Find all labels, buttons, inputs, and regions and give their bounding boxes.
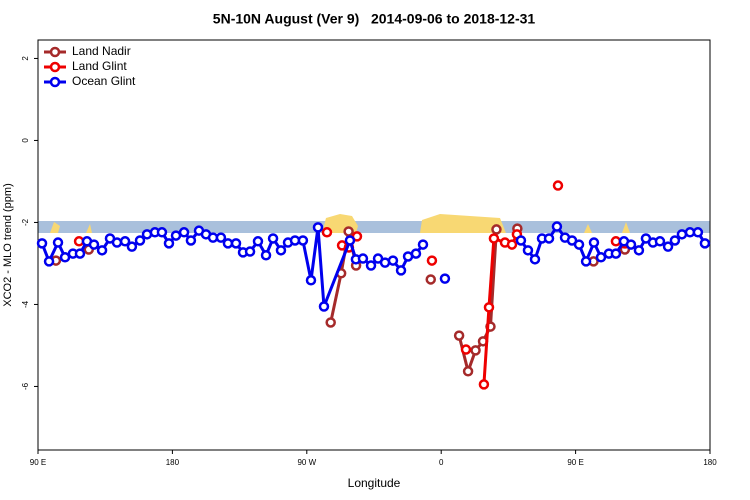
- legend-marker: [49, 61, 61, 73]
- point: [215, 232, 227, 243]
- x-tick-label: 180: [166, 458, 180, 467]
- y-tick-label: 0: [21, 138, 30, 143]
- legend-label: Land Nadir: [72, 44, 131, 58]
- point: [59, 252, 71, 263]
- y-tick-label: -4: [21, 300, 30, 308]
- point: [488, 233, 500, 244]
- point: [425, 274, 436, 285]
- point: [222, 238, 234, 249]
- point: [252, 236, 264, 247]
- point: [573, 239, 585, 250]
- point: [551, 221, 563, 232]
- point: [126, 241, 138, 252]
- x-tick-label: 90 E: [567, 458, 583, 467]
- point: [267, 233, 279, 244]
- y-tick-label: -2: [21, 218, 30, 226]
- point: [460, 344, 472, 355]
- point: [305, 275, 317, 286]
- point: [365, 260, 377, 271]
- chart-title: 5N-10N August (Ver 9) 2014-09-06 to 2018…: [213, 11, 536, 27]
- point: [439, 273, 451, 284]
- point: [275, 245, 287, 256]
- y-tick-label: -6: [21, 382, 30, 390]
- point: [506, 239, 518, 250]
- series: [73, 180, 631, 390]
- point: [426, 255, 438, 266]
- point: [588, 237, 600, 248]
- point: [43, 256, 55, 267]
- map-strip: [38, 214, 710, 233]
- point: [410, 248, 422, 259]
- point: [515, 235, 527, 246]
- point: [543, 233, 555, 244]
- point: [529, 254, 541, 265]
- point: [522, 245, 534, 256]
- point: [625, 239, 637, 250]
- point: [654, 236, 666, 247]
- point: [417, 239, 429, 250]
- point: [185, 235, 197, 246]
- legend-label: Ocean Glint: [72, 74, 136, 88]
- point: [453, 330, 465, 341]
- point: [633, 245, 645, 256]
- point: [610, 236, 622, 247]
- point: [297, 235, 309, 246]
- point: [483, 302, 495, 313]
- point: [111, 237, 123, 248]
- point: [470, 345, 481, 356]
- point: [230, 238, 242, 249]
- point: [178, 227, 190, 238]
- point: [669, 235, 681, 246]
- point: [74, 248, 86, 259]
- y-axis-label: XCO2 - MLO trend (ppm): [2, 183, 14, 306]
- point: [96, 245, 108, 256]
- point: [134, 235, 146, 246]
- point: [357, 253, 369, 264]
- point: [260, 250, 272, 261]
- point: [387, 255, 399, 266]
- legend-label: Land Glint: [72, 59, 127, 73]
- point: [478, 379, 490, 390]
- point: [318, 301, 330, 312]
- point: [321, 227, 333, 238]
- point: [36, 238, 48, 249]
- point: [692, 227, 704, 238]
- x-axis-label: Longitude: [348, 476, 401, 490]
- point: [52, 237, 64, 248]
- x-tick-label: 90 E: [30, 458, 46, 467]
- x-tick-label: 90 W: [297, 458, 316, 467]
- point: [395, 265, 407, 276]
- point: [462, 366, 474, 377]
- series: [36, 221, 711, 312]
- point: [676, 229, 688, 240]
- point: [699, 238, 711, 249]
- point: [170, 230, 182, 241]
- point: [595, 252, 607, 263]
- land-strip: [420, 214, 506, 233]
- point: [662, 241, 674, 252]
- point: [119, 236, 131, 247]
- series-line: [40, 227, 425, 308]
- point: [580, 256, 592, 267]
- point: [325, 317, 336, 328]
- point: [88, 239, 100, 250]
- x-tick-label: 0: [439, 458, 444, 467]
- point: [344, 235, 356, 246]
- point: [610, 248, 622, 259]
- y-tick-label: 2: [21, 56, 30, 61]
- point: [244, 246, 256, 257]
- point: [491, 224, 502, 235]
- ocean-strip: [38, 221, 710, 233]
- legend-marker: [49, 76, 61, 88]
- legend-marker: [49, 46, 61, 58]
- x-tick-label: 180: [703, 458, 717, 467]
- point: [552, 180, 564, 191]
- point: [343, 226, 354, 237]
- point: [156, 227, 168, 238]
- point: [163, 238, 175, 249]
- point: [312, 222, 324, 233]
